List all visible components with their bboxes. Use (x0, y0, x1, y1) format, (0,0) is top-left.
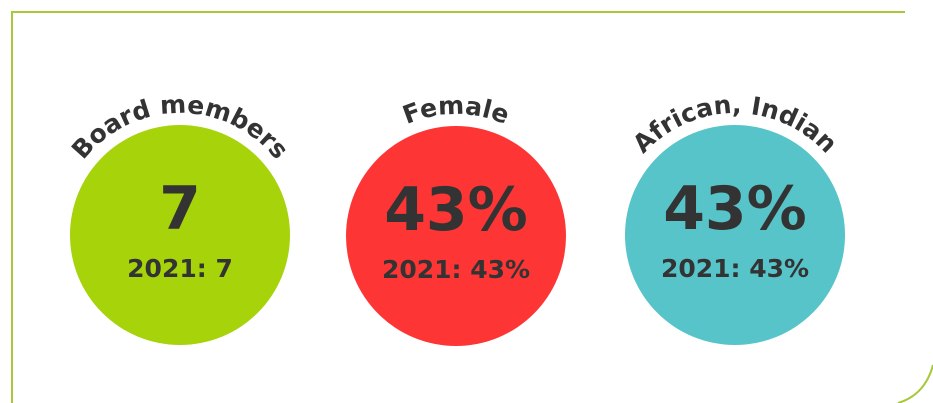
stat-label: Female (399, 91, 514, 130)
stat-label-text: Female (399, 91, 514, 130)
frame (11, 11, 905, 403)
stat-value: 43% (384, 175, 528, 245)
stat-prior: 2021: 43% (382, 255, 530, 284)
frame-corner (897, 364, 933, 403)
stat-circle (70, 125, 290, 345)
stat-circle (625, 125, 845, 345)
stat-value: 43% (663, 174, 807, 244)
stat-circle (346, 126, 566, 346)
stat-prior: 2021: 7 (127, 254, 233, 283)
stat-prior: 2021: 43% (661, 254, 809, 283)
stat-value: 7 (159, 174, 201, 244)
